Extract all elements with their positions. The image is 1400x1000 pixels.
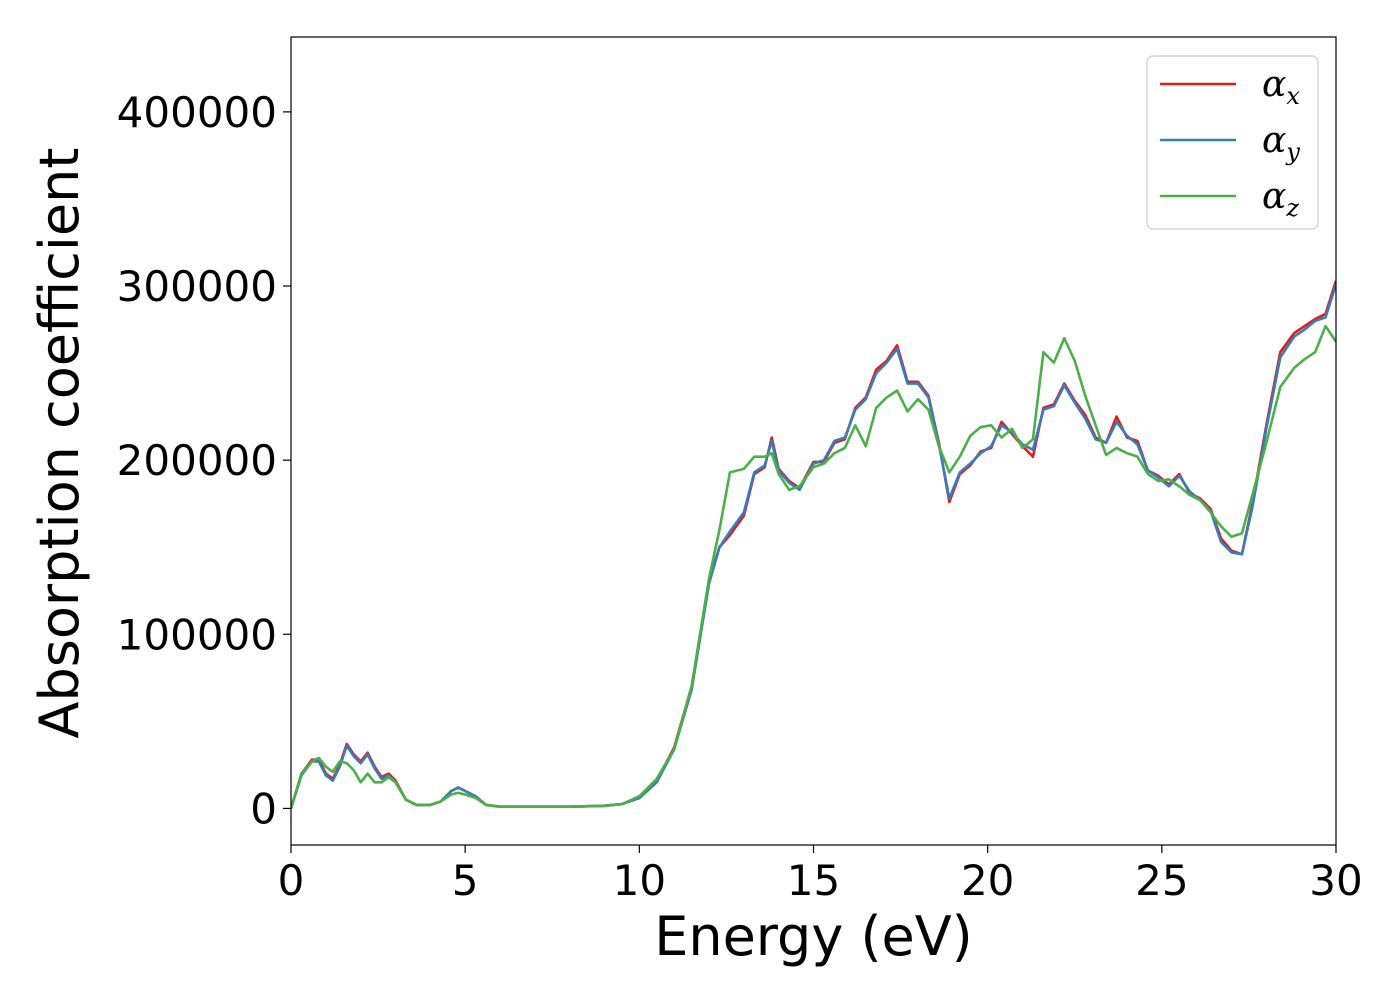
y-tick-label: 300000	[117, 262, 277, 311]
y-tick-label: 100000	[117, 610, 277, 659]
y-tick-label: 400000	[117, 88, 277, 137]
x-tick-label: 5	[452, 856, 479, 905]
x-tick-label: 20	[961, 856, 1014, 905]
series-line-z	[291, 324, 1336, 809]
x-tick-label: 10	[613, 856, 666, 905]
axis-ticks: 0 5 10 15 20 25 30 0 100000 200000 300000 400000	[117, 88, 1363, 905]
legend-label-subscript: z	[1285, 194, 1299, 222]
legend-label: αx	[1262, 64, 1300, 110]
y-axis-title: Absorption coefficient	[28, 148, 91, 739]
legend-label-subscript: x	[1286, 82, 1300, 110]
x-tick-label: 30	[1309, 856, 1362, 905]
legend-label-subscript: y	[1285, 138, 1300, 166]
x-axis-title: Energy (eV)	[654, 905, 973, 968]
y-tick-label: 0	[250, 784, 277, 833]
y-tick-label: 200000	[117, 436, 277, 485]
legend-box	[1146, 55, 1319, 230]
x-tick-label: 25	[1135, 856, 1188, 905]
plot-area	[291, 280, 1336, 809]
x-tick-label: 0	[278, 856, 305, 905]
x-tick-label: 15	[787, 856, 840, 905]
